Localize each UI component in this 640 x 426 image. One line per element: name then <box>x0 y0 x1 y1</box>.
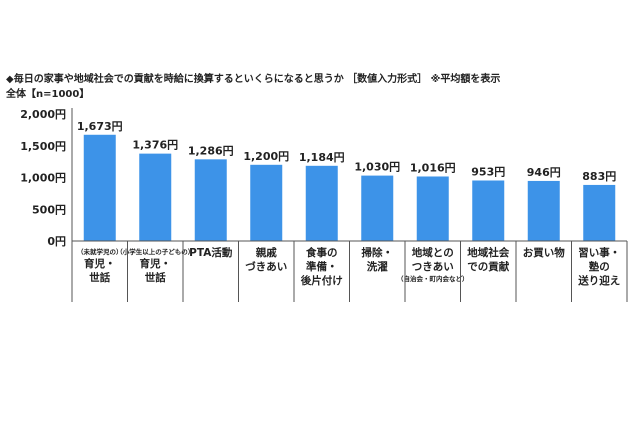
data-labels: 1,673円 1,376円 1,286円 1,200円 1,184円 1,030円 1,01… <box>77 120 616 183</box>
data-label: 1,286円 <box>188 144 234 157</box>
category-note: （自治会・町内会など） <box>397 274 469 283</box>
category-note: （未就学児の） <box>77 247 123 256</box>
bar <box>139 153 172 241</box>
data-label: 1,030円 <box>354 161 400 174</box>
y-axis: 0円 500円 1,000円 1,500円 2,000円 <box>20 108 66 248</box>
category-label: 送り迎え <box>577 274 620 287</box>
category-label: 世話 <box>145 271 166 284</box>
category-label: 塾の <box>589 260 610 273</box>
bar <box>361 175 394 241</box>
bar <box>527 180 560 241</box>
category-label: 習い事・ <box>578 246 620 259</box>
category-label: 世話 <box>89 271 110 284</box>
y-tick-label: 500円 <box>32 203 66 216</box>
data-label: 1,200円 <box>243 150 289 163</box>
data-label: 953円 <box>471 165 505 178</box>
data-label: 1,376円 <box>132 139 178 152</box>
y-tick-label: 0円 <box>47 235 66 248</box>
bar <box>416 176 449 241</box>
category-label: お買い物 <box>523 246 565 259</box>
data-label: 946円 <box>527 166 561 179</box>
category-label: 洗濯 <box>367 260 388 273</box>
data-label: 1,016円 <box>410 161 456 174</box>
category-label: 掃除・ <box>362 246 394 259</box>
y-tick-label: 1,000円 <box>20 172 66 185</box>
chart-title: ◆毎日の家事や地域社会での貢献を時給に換算するといくらになると思うか ［数値入力… <box>6 74 501 85</box>
plot-frame <box>71 108 628 302</box>
category-label: 準備・ <box>306 260 338 273</box>
bars <box>83 134 616 241</box>
category-label: 育児・ <box>84 257 116 270</box>
category-note: （小学生以上の子どもの） <box>116 247 194 256</box>
bar <box>250 164 283 241</box>
category-label: 親戚 <box>256 246 277 259</box>
category-label: 地域社会 <box>467 246 509 259</box>
category-label: 地域との <box>412 246 454 259</box>
bar <box>194 159 227 241</box>
category-label: 食事の <box>305 246 338 259</box>
bar <box>583 184 616 241</box>
data-label: 1,184円 <box>299 151 345 164</box>
category-label: づきあい <box>245 260 287 273</box>
bar <box>305 165 338 241</box>
category-label: 育児・ <box>140 257 172 270</box>
data-label: 1,673円 <box>77 120 123 133</box>
y-tick-label: 2,000円 <box>20 108 66 121</box>
chart-subtitle: 全体【n=1000】 <box>6 89 90 100</box>
category-label: 後片付け <box>300 274 343 287</box>
bar <box>472 180 505 241</box>
y-tick-label: 1,500円 <box>20 140 66 153</box>
data-label: 883円 <box>582 170 616 183</box>
category-label: PTA活動 <box>189 246 233 259</box>
category-label: つきあい <box>412 260 454 273</box>
category-label: での貢献 <box>467 260 509 273</box>
bar <box>83 134 116 241</box>
